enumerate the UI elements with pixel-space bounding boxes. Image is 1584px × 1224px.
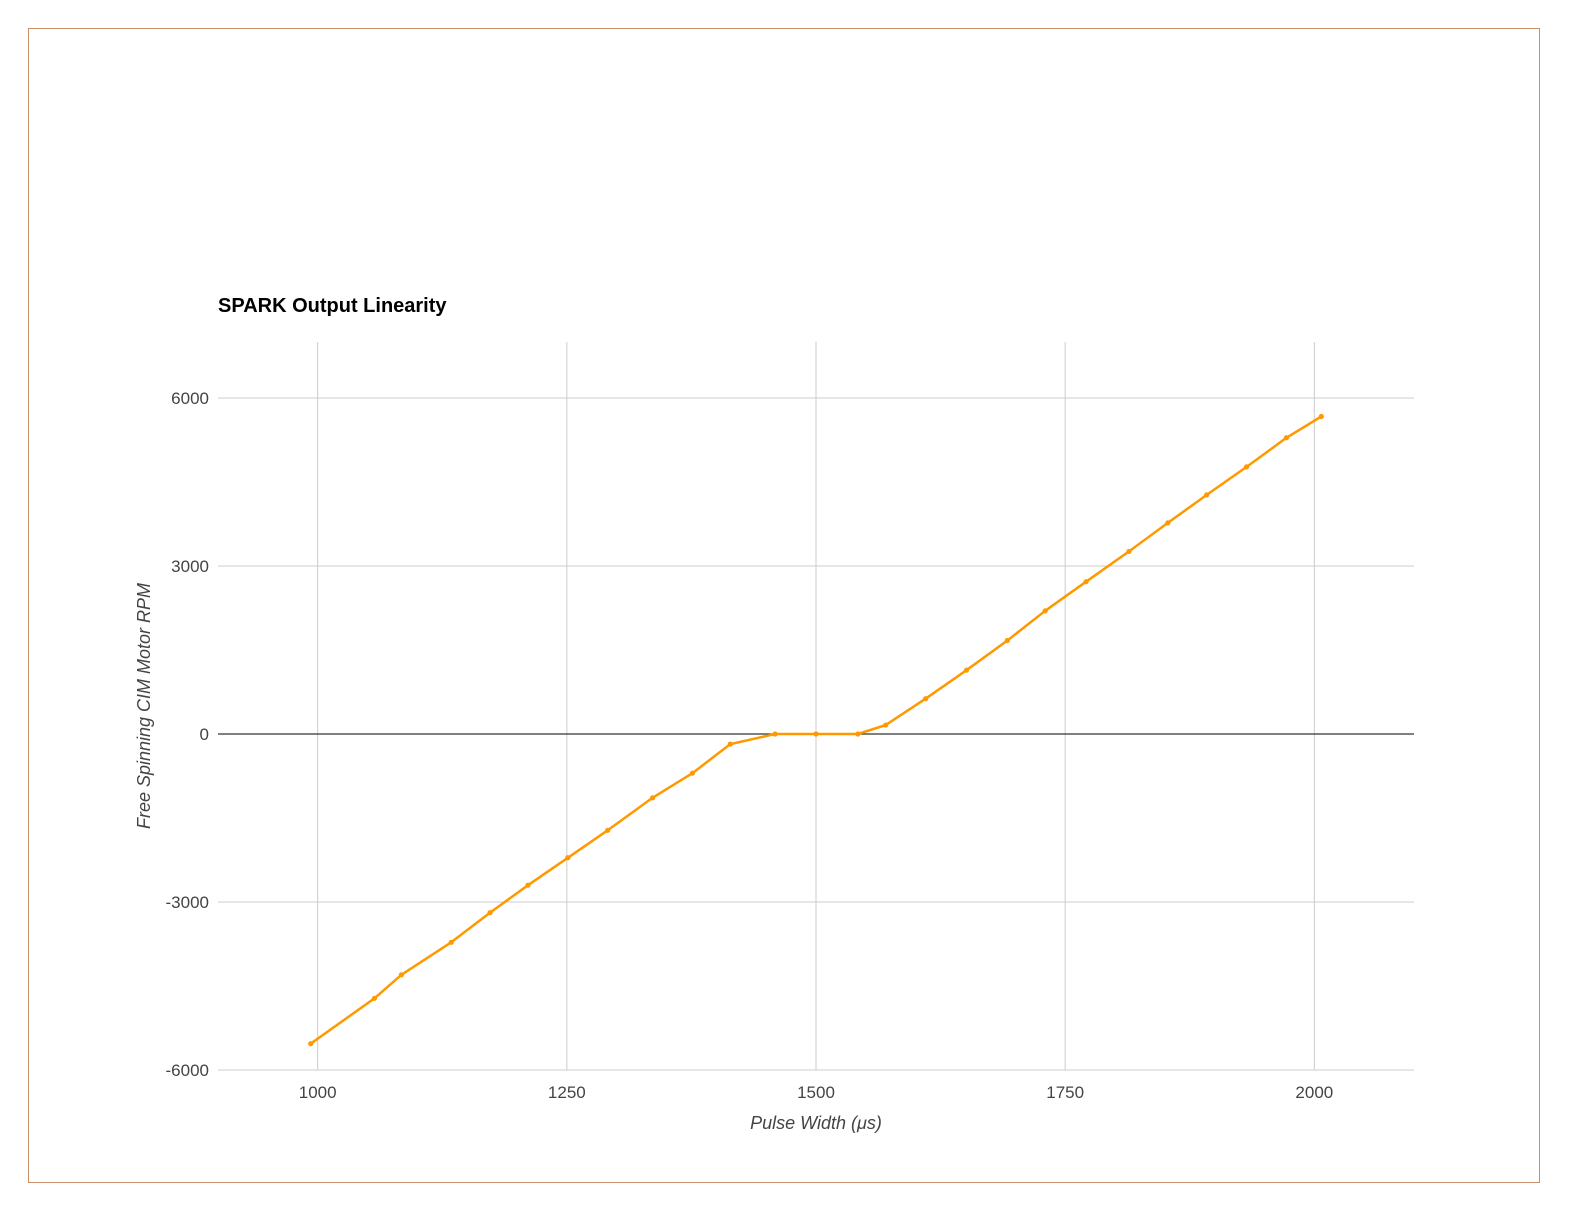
data-point bbox=[398, 972, 404, 978]
data-point bbox=[1042, 608, 1048, 614]
x-axis-label: Pulse Width (μs) bbox=[750, 1113, 882, 1133]
y-axis-tick-labels: -6000 -3000 0 3000 6000 bbox=[166, 389, 209, 1080]
series-line bbox=[309, 415, 1322, 1045]
y-axis-label: Free Spinning CIM Motor RPM bbox=[134, 583, 154, 829]
data-point bbox=[1083, 579, 1089, 585]
x-tick-label: 1250 bbox=[548, 1083, 586, 1102]
data-point bbox=[605, 827, 611, 833]
horizontal-gridlines bbox=[218, 397, 1414, 1071]
data-point bbox=[963, 667, 970, 673]
data-point bbox=[308, 1041, 314, 1047]
data-point bbox=[855, 731, 861, 737]
x-tick-label: 1500 bbox=[797, 1083, 835, 1102]
x-tick-label: 1000 bbox=[299, 1083, 337, 1102]
series-layer bbox=[308, 413, 1324, 1047]
data-point bbox=[727, 741, 733, 747]
data-point bbox=[1318, 413, 1324, 420]
y-tick-label: -6000 bbox=[166, 1061, 209, 1080]
data-point bbox=[813, 731, 819, 737]
x-axis-tick-labels: 1000 1250 1500 1750 2000 bbox=[299, 1083, 1333, 1102]
y-tick-label: -3000 bbox=[166, 893, 209, 912]
y-tick-label: 0 bbox=[200, 725, 209, 744]
data-point bbox=[525, 882, 531, 888]
data-point bbox=[689, 770, 696, 776]
data-point bbox=[649, 795, 656, 801]
data-point bbox=[772, 731, 778, 737]
x-tick-label: 2000 bbox=[1295, 1083, 1333, 1102]
data-point bbox=[1204, 492, 1210, 498]
vertical-gridlines bbox=[317, 342, 1315, 1070]
y-tick-label: 3000 bbox=[171, 557, 209, 576]
chart-frame bbox=[28, 28, 1540, 1183]
x-tick-label: 1750 bbox=[1046, 1083, 1084, 1102]
data-point bbox=[448, 939, 454, 945]
data-point bbox=[1283, 435, 1290, 441]
data-point bbox=[883, 722, 889, 728]
data-point bbox=[1165, 520, 1171, 526]
data-point bbox=[487, 910, 493, 916]
data-point bbox=[1004, 637, 1010, 644]
data-point bbox=[1126, 548, 1132, 555]
data-point bbox=[923, 696, 929, 702]
data-point bbox=[371, 995, 378, 1001]
y-tick-label: 6000 bbox=[171, 389, 209, 408]
data-point bbox=[1243, 464, 1250, 470]
data-point bbox=[565, 855, 571, 861]
chart-title: SPARK Output Linearity bbox=[218, 295, 447, 317]
